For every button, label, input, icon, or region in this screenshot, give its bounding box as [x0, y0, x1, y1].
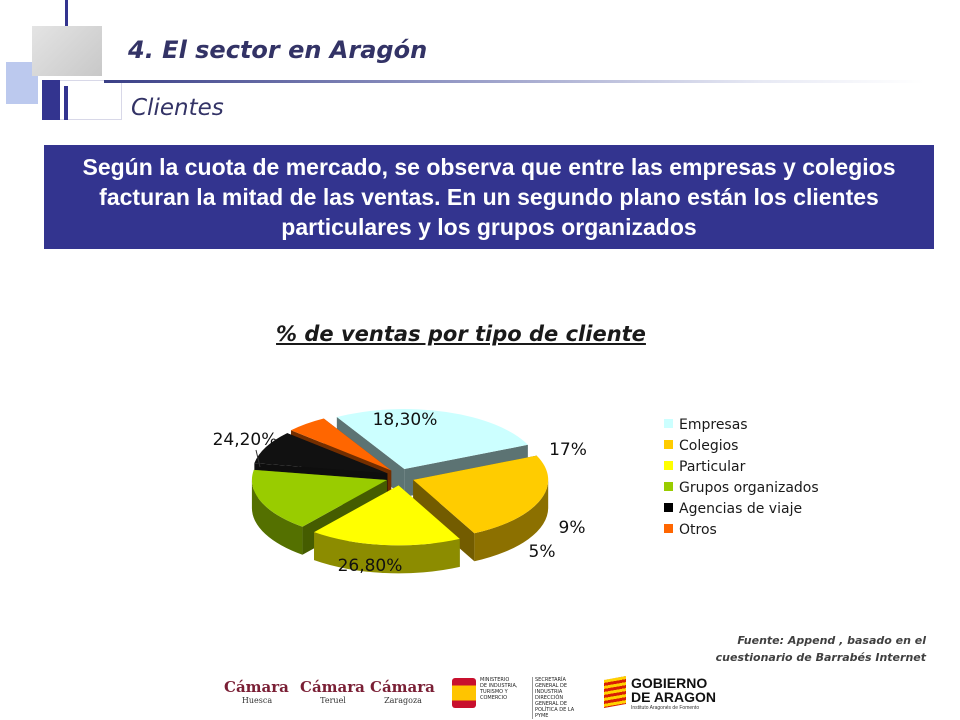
data-label-grupos-organizados: 17%	[549, 440, 587, 460]
pie-slice-side	[314, 532, 460, 574]
gobierno-line-2: DE ARAGON	[631, 689, 717, 705]
gobierno-aragon-logo: GOBIERNO DE ARAGON Instituto Aragonés de…	[604, 676, 734, 714]
camara-zaragoza-city: Zaragoza	[384, 696, 422, 705]
legend-label: Empresas	[679, 417, 748, 433]
source-line-2: cuestionario de Barrabés Internet	[715, 651, 926, 664]
legend-item-grupos-organizados: Grupos organizados	[664, 479, 819, 497]
source-line-1: Fuente: Append , basado en el	[737, 634, 926, 647]
camara-zaragoza-logo: Cámara Zaragoza	[370, 678, 436, 712]
legend-swatch	[664, 482, 673, 491]
legend-swatch	[664, 419, 673, 428]
gobierno-line-1: GOBIERNO	[631, 675, 708, 691]
pie-chart: 26,80% 24,20% 18,30% 17% 9%5%	[213, 409, 587, 576]
pie-slice-side	[251, 479, 303, 555]
chart-title: % de ventas por tipo de cliente	[0, 322, 922, 346]
section-subheading: Clientes	[131, 95, 224, 121]
ministerio-crest-icon	[452, 678, 476, 708]
camara-huesca-wordmark: Cámara	[224, 678, 289, 696]
summary-box: Según la cuota de mercado, se observa qu…	[44, 145, 934, 249]
summary-text: Según la cuota de mercado, se observa qu…	[82, 154, 896, 240]
chart-title-text: % de ventas por tipo de cliente	[276, 322, 646, 346]
data-label-particular: 18,30%	[373, 410, 438, 430]
legend-item-agencias-de-viaje: Agencias de viaje	[664, 500, 802, 518]
legend-label: Agencias de viaje	[679, 501, 803, 517]
data-label-empresas: 26,80%	[338, 556, 403, 576]
camara-huesca-city: Huesca	[241, 696, 273, 705]
leader-line	[255, 449, 261, 468]
legend-label: Otros	[679, 522, 717, 538]
legend-swatch	[664, 440, 673, 449]
gobierno-line-3: Instituto Aragonés de Fomento	[631, 705, 700, 711]
camara-teruel-wordmark: Cámara	[300, 678, 365, 696]
legend-label: Colegios	[679, 438, 739, 454]
source-note: Fuente: Append , basado en el cuestionar…	[600, 632, 926, 666]
ministerio-line-3: TURISMO Y	[480, 689, 508, 695]
secretaria-line-4: POLÍTICA DE LA PYME	[535, 707, 575, 719]
pie-slice-side	[474, 479, 549, 562]
legend-item-colegios: Colegios	[664, 437, 738, 455]
legend-swatch	[664, 524, 673, 533]
data-label-colegios: 24,20%	[213, 430, 278, 450]
pie-slice-particular	[314, 485, 460, 546]
legend-item-particular: Particular	[664, 458, 745, 476]
legend-label: Grupos organizados	[679, 480, 819, 496]
legend-item-empresas: Empresas	[664, 416, 748, 434]
data-label-otros: 5%	[529, 542, 556, 562]
heading-rule	[104, 80, 924, 83]
camara-zaragoza-wordmark: Cámara	[370, 678, 435, 696]
legend-swatch	[664, 503, 673, 512]
pie-slice-colegios	[413, 455, 549, 534]
aragon-flag-icon	[604, 676, 626, 708]
camara-teruel-logo: Cámara Teruel	[300, 678, 366, 712]
data-label-agencias-de-viaje: 9%	[559, 518, 586, 538]
secretaria-line-2: INDUSTRIA	[535, 689, 563, 695]
camara-huesca-logo: Cámara Huesca	[224, 678, 290, 712]
legend-swatch	[664, 461, 673, 470]
pie-slice-grupos-organizados	[251, 469, 387, 527]
chart-legend: Empresas Colegios Particular Grupos organiz…	[664, 416, 864, 546]
secretaria-line-3: DIRECCIÓN GENERAL DE	[535, 695, 568, 707]
ministerio-line-4: COMERCIO	[480, 695, 508, 701]
ministerio-line-1: MINISTERIO	[480, 677, 510, 683]
ministerio-logo: MINISTERIO DE INDUSTRIA, TURISMO Y COMER…	[452, 676, 586, 719]
ministerio-line-2: DE INDUSTRIA,	[480, 683, 518, 689]
camara-teruel-city: Teruel	[320, 696, 346, 705]
secretaria-line-1: SECRETARÍA GENERAL DE	[535, 677, 568, 689]
pie-slice-otros	[290, 418, 392, 471]
legend-label: Particular	[679, 459, 746, 475]
pie-slice-empresas	[336, 409, 528, 470]
pie-slice-agencias-de-viaje	[254, 433, 388, 474]
section-heading: 4. El sector en Aragón	[128, 36, 428, 64]
legend-item-otros: Otros	[664, 521, 717, 539]
